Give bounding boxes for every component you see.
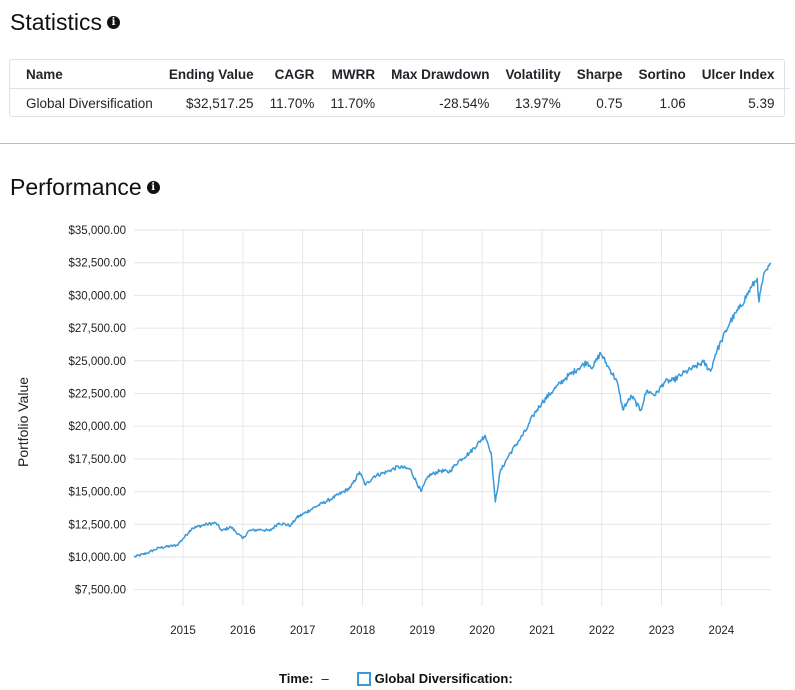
y-tick-label: $15,000.00	[68, 487, 126, 499]
info-icon[interactable]: i	[107, 16, 121, 29]
statistics-card: Name Ending Value CAGR MWRR Max Drawdown…	[9, 59, 790, 117]
x-tick-label: 2020	[469, 625, 495, 637]
x-tick-label: 2023	[649, 625, 675, 637]
y-tick-label: $27,500.00	[68, 323, 126, 335]
column-header-sortino[interactable]: Sortino	[630, 60, 694, 89]
series-line-global-diversification	[133, 262, 772, 558]
statistics-table: Name Ending Value CAGR MWRR Max Drawdown…	[10, 60, 790, 117]
column-header-volatility[interactable]: Volatility	[497, 60, 569, 89]
performance-title-text: Performance	[10, 174, 142, 200]
column-header-cagr[interactable]: CAGR	[261, 60, 323, 89]
y-tick-label: $30,000.00	[68, 290, 126, 302]
y-axis-label: Portfolio Value	[15, 377, 31, 467]
section-divider	[0, 143, 795, 144]
x-tick-label: 2016	[230, 625, 256, 637]
cell-name: Global Diversification	[26, 95, 153, 111]
cell-mwrr: 11.70%	[330, 95, 376, 111]
y-tick-label: $10,000.00	[68, 552, 126, 564]
y-tick-label: $12,500.00	[68, 519, 126, 531]
column-header-name[interactable]: Name	[10, 60, 161, 89]
x-tick-label: 2018	[350, 625, 376, 637]
x-tick-label: 2021	[529, 625, 555, 637]
cell-volatility: 13.97%	[514, 95, 561, 111]
y-tick-label: $7,500.00	[75, 585, 126, 597]
cell-max-drawdown: -28.54%	[439, 95, 490, 111]
cell-ulcer-index: 5.39	[748, 95, 775, 111]
cell-sharpe: 0.75	[596, 95, 623, 111]
statistics-title-text: Statistics	[10, 9, 103, 35]
y-tick-label: $17,500.00	[68, 454, 126, 466]
x-tick-label: 2015	[170, 625, 196, 637]
cell-ending-value: $32,517.25	[186, 95, 254, 111]
legend-time-value: –	[321, 671, 329, 686]
table-row: Global Diversification $32,517.25 11.70%…	[10, 89, 790, 118]
cell-cagr: 11.70%	[269, 95, 315, 111]
column-header-sharpe[interactable]: Sharpe	[568, 60, 631, 89]
x-tick-label: 2019	[409, 625, 435, 637]
performance-title: Performance i	[10, 174, 160, 201]
y-tick-label: $20,000.00	[68, 421, 126, 433]
cell-sortino: 1.06	[659, 95, 686, 111]
legend-series-label[interactable]: Global Diversification:	[374, 671, 513, 686]
y-tick-label: $25,000.00	[68, 356, 126, 368]
column-header-max-drawdown[interactable]: Max Drawdown	[383, 60, 498, 89]
y-tick-label: $22,500.00	[68, 388, 126, 400]
x-tick-label: 2017	[290, 625, 316, 637]
chart-legend: Time: – Global Diversification:	[279, 671, 513, 686]
y-tick-label: $32,500.00	[68, 258, 126, 270]
column-header-ending-value[interactable]: Ending Value	[160, 60, 262, 89]
column-header-ulcer-index[interactable]: Ulcer Index	[693, 60, 790, 89]
y-tick-label: $35,000.00	[68, 225, 126, 237]
x-tick-label: 2024	[709, 625, 735, 637]
legend-series-swatch[interactable]	[356, 671, 371, 686]
info-icon[interactable]: i	[146, 181, 160, 194]
legend-time-label: Time:	[279, 671, 314, 686]
column-header-mwrr[interactable]: MWRR	[322, 60, 384, 89]
table-header-row: Name Ending Value CAGR MWRR Max Drawdown…	[10, 60, 790, 89]
x-tick-label: 2022	[589, 625, 615, 637]
statistics-title: Statistics i	[10, 9, 121, 36]
